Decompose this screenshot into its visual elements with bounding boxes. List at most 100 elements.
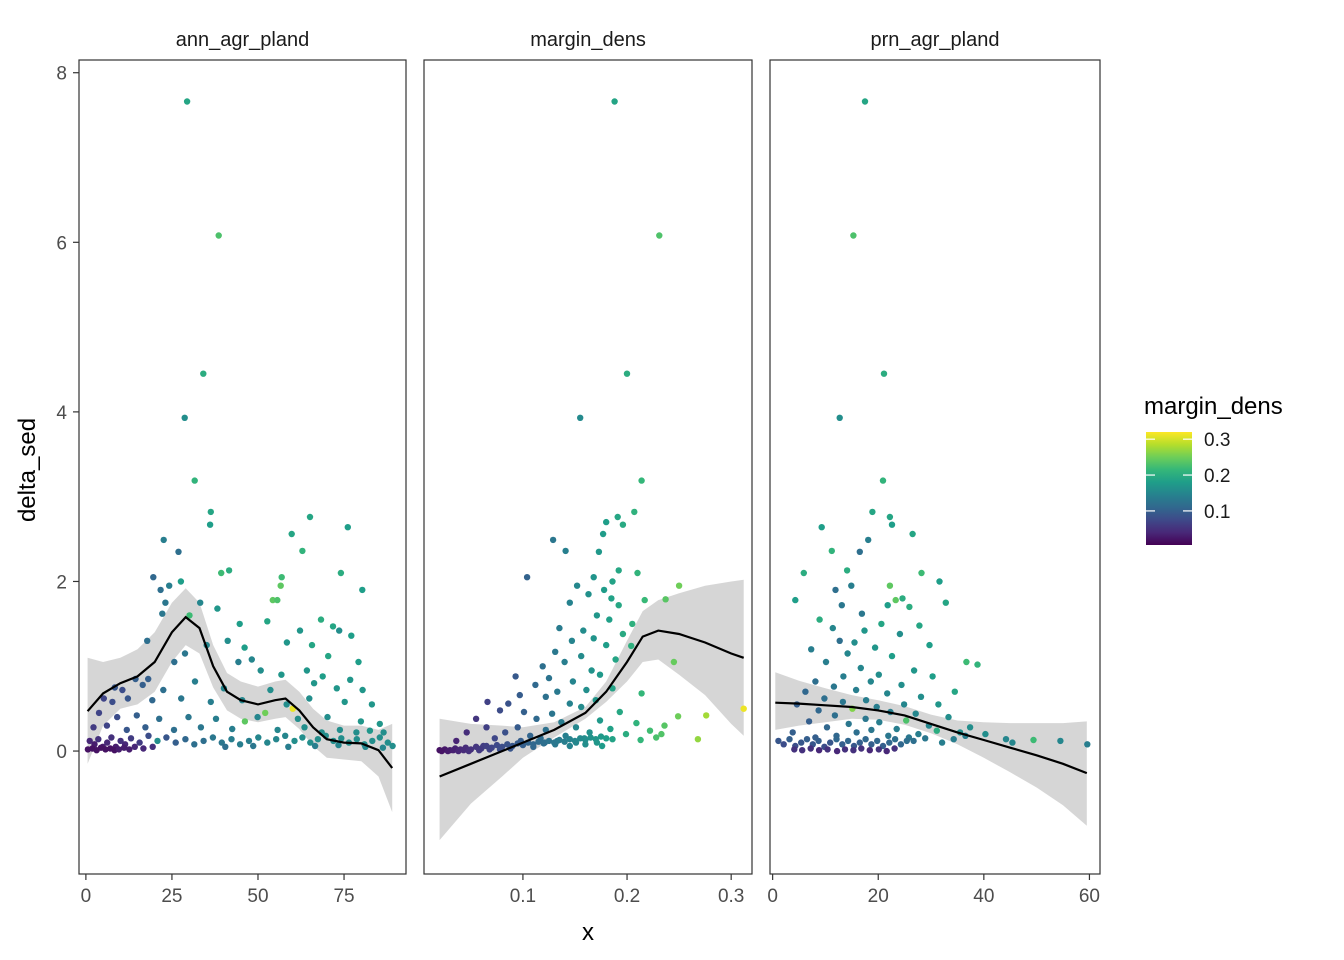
data-point: [590, 635, 597, 642]
data-point: [619, 521, 627, 528]
data-point: [862, 736, 869, 743]
x-tick-label: 0: [81, 886, 92, 907]
data-point: [338, 735, 345, 742]
data-point: [207, 698, 214, 706]
y-axis: 0 2 4 6 8: [56, 64, 79, 763]
data-point: [585, 591, 592, 598]
data-point: [380, 729, 387, 736]
data-point: [929, 673, 936, 680]
data-point: [131, 743, 138, 750]
data-point: [850, 232, 857, 239]
data-point: [869, 508, 876, 516]
data-point: [186, 612, 193, 619]
data-point: [885, 732, 892, 739]
data-point: [888, 652, 896, 660]
data-point: [166, 582, 173, 589]
data-point: [792, 596, 799, 604]
data-point: [366, 727, 374, 734]
data-point: [224, 637, 231, 644]
data-point: [273, 736, 280, 743]
data-point: [329, 623, 337, 630]
data-point: [95, 709, 103, 717]
data-point: [816, 616, 823, 623]
data-point: [505, 700, 512, 707]
data-point: [848, 582, 855, 589]
data-point: [561, 658, 568, 666]
data-point: [597, 733, 605, 740]
data-point: [603, 641, 610, 649]
panel-border: [78, 59, 407, 875]
data-point: [102, 746, 109, 753]
data-point: [228, 736, 235, 743]
data-point: [583, 686, 590, 694]
data-point: [491, 735, 498, 742]
data-point: [566, 742, 573, 750]
data-point: [207, 508, 214, 516]
data-point: [337, 569, 345, 577]
data-point: [780, 741, 787, 748]
data-point: [909, 530, 916, 538]
data-point: [520, 708, 528, 716]
data-point: [357, 718, 365, 725]
data-point: [865, 536, 872, 544]
data-point: [875, 746, 882, 753]
data-point: [822, 658, 830, 666]
data-point: [523, 574, 531, 581]
data-point: [389, 742, 396, 750]
data-point: [807, 745, 814, 752]
data-point: [935, 701, 942, 708]
panel-border: [769, 59, 1101, 875]
data-point: [595, 548, 603, 555]
data-point: [197, 599, 204, 606]
data-point: [903, 737, 910, 745]
data-point: [181, 414, 188, 421]
data-point: [866, 747, 873, 754]
data-point: [562, 547, 569, 555]
data-point: [815, 747, 823, 754]
data-point: [879, 477, 887, 484]
data-point: [808, 646, 815, 653]
data-point: [888, 521, 896, 528]
data-point: [248, 656, 255, 663]
data-point: [641, 596, 648, 604]
data-point: [384, 739, 391, 746]
data-point: [845, 720, 852, 728]
data-point: [918, 569, 925, 577]
data-point: [791, 746, 798, 753]
data-point: [629, 620, 636, 628]
data-point: [740, 705, 747, 712]
x-tick-label: 0.1: [510, 886, 536, 907]
data-point: [561, 738, 568, 745]
data-point: [856, 739, 863, 746]
x-tick-label: 40: [973, 886, 994, 907]
data-point: [344, 524, 351, 531]
data-point: [569, 678, 577, 685]
data-point: [598, 742, 606, 750]
confidence-band: [439, 579, 744, 841]
data-point: [119, 686, 126, 694]
data-point: [308, 641, 316, 649]
data-point: [829, 624, 836, 632]
data-point: [157, 586, 164, 594]
data-point: [884, 690, 891, 697]
data-point: [181, 650, 189, 657]
data-point: [476, 747, 483, 754]
data-point: [850, 747, 857, 754]
data-point: [868, 741, 875, 748]
data-point: [945, 713, 952, 721]
data-point: [622, 730, 630, 738]
data-point: [283, 639, 291, 646]
data-point: [912, 710, 919, 717]
data-point: [348, 632, 355, 639]
data-point: [149, 743, 156, 750]
legend-tick-label: 0.1: [1204, 502, 1230, 523]
x-axis-title: x: [582, 919, 594, 946]
data-point: [646, 727, 654, 734]
data-point: [209, 734, 217, 741]
data-point: [844, 737, 852, 745]
data-point: [347, 676, 354, 683]
data-point: [1057, 737, 1064, 745]
data-point: [335, 741, 342, 749]
data-point: [633, 719, 640, 727]
data-point: [472, 715, 480, 722]
